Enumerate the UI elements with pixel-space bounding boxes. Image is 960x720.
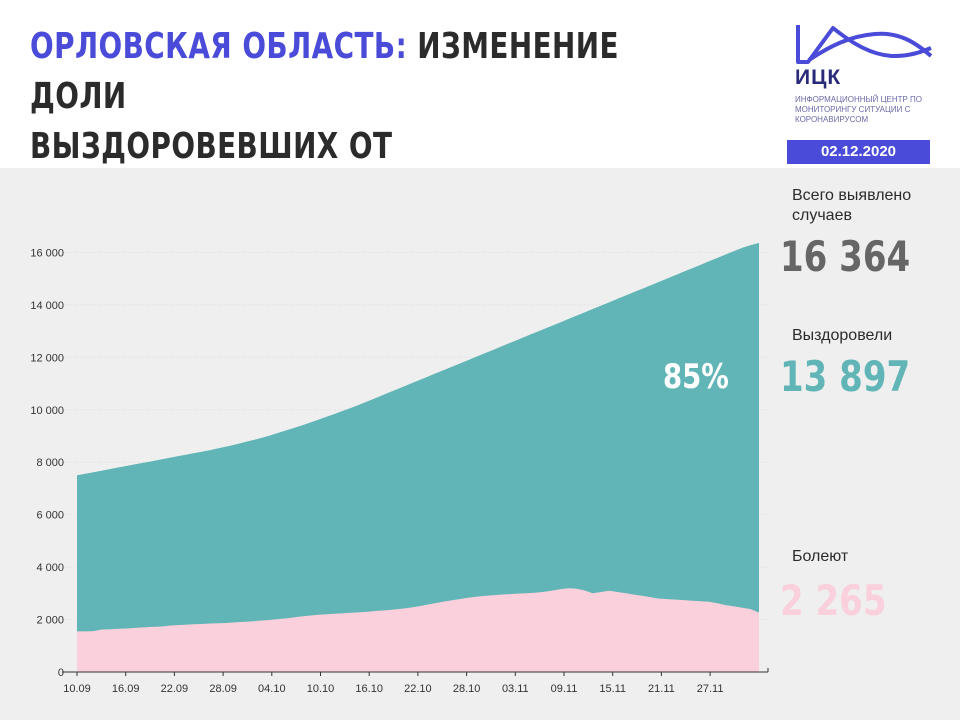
- series-area-total: [77, 242, 759, 672]
- y-tick-label: 2 000: [36, 615, 64, 627]
- sick-value: 2 265: [780, 576, 887, 625]
- total-cases-value: 16 364: [780, 232, 911, 281]
- x-tick-label: 03.11: [502, 683, 529, 695]
- x-tick-label: 10.10: [307, 683, 335, 695]
- x-tick-label: 28.10: [453, 683, 481, 695]
- total-cases-label: Всего выявлено случаев: [792, 187, 912, 224]
- x-tick-label: 22.09: [161, 683, 189, 695]
- y-tick-label: 16 000: [30, 247, 64, 259]
- y-tick-label: 14 000: [30, 300, 64, 312]
- area-chart: 0 2 000 4 000 6 000 8 000 10 000 12 000 14 000 1…: [30, 242, 769, 695]
- logo-description: ИНФОРМАЦИОННЫЙ ЦЕНТР ПО МОНИТОРИНГУ СИТУ…: [795, 95, 923, 124]
- x-tick-label: 28.09: [209, 683, 237, 695]
- y-tick-label: 12 000: [30, 352, 64, 364]
- logo-name: ИЦК: [795, 66, 842, 89]
- y-tick-label: 6 000: [36, 510, 64, 522]
- x-tick-label: 22.10: [404, 683, 432, 695]
- y-tick-label: 10 000: [30, 405, 64, 417]
- x-tick-label: 10.09: [63, 683, 91, 695]
- logo-mountain-icon: [796, 25, 933, 64]
- x-tick-label: 04.10: [258, 683, 286, 695]
- y-tick-label: 0: [58, 667, 64, 679]
- title-topic-line1: ИЗМЕНЕНИЕ ДОЛИ: [30, 26, 620, 117]
- x-tick-label: 27.11: [697, 683, 724, 695]
- series-area-sick: [77, 588, 759, 672]
- y-tick-label: 4 000: [36, 562, 64, 574]
- date-badge: 02.12.2020: [787, 140, 930, 164]
- recovered-label: Выздоровели: [792, 327, 893, 344]
- x-tick-label: 16.09: [112, 683, 140, 695]
- x-tick-label: 09.11: [551, 683, 578, 695]
- logo: ИЦК ИНФОРМАЦИОННЫЙ ЦЕНТР ПО МОНИТОРИНГУ …: [795, 22, 935, 124]
- title-region: ОРЛОВСКАЯ ОБЛАСТЬ:: [30, 26, 408, 67]
- x-tick-label: 16.10: [355, 683, 383, 695]
- chart-panel: 0 2 000 4 000 6 000 8 000 10 000 12 000 14 000 1…: [0, 168, 960, 720]
- y-tick-label: 8 000: [36, 457, 64, 469]
- x-tick-label: 21.11: [648, 683, 675, 695]
- recovered-value: 13 897: [780, 352, 911, 401]
- x-tick-label: 15.11: [599, 683, 626, 695]
- recovered-share-label: 85%: [663, 357, 729, 397]
- sick-label: Болеют: [792, 548, 849, 565]
